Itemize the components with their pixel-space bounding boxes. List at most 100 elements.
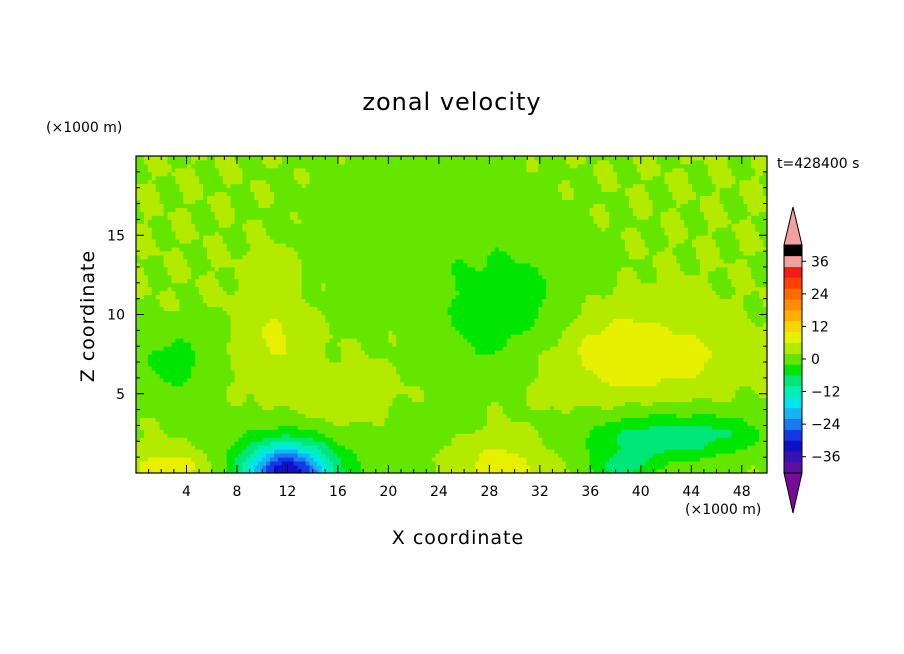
field-cell [203,350,208,355]
field-cell [195,369,200,375]
field-cell [360,354,366,359]
field-cell [364,445,370,450]
field-cell [656,457,661,462]
field-cell [230,366,235,371]
field-cell [459,373,464,379]
field-cell [305,409,310,414]
field-cell [735,453,740,458]
field-cell [632,433,638,438]
field-cell [266,437,271,442]
field-cell [179,441,184,446]
field-cell [226,437,232,442]
field-cell [471,465,476,470]
field-cell [297,453,303,458]
field-cell [692,369,697,375]
field-cell [285,369,291,375]
time-label: t=428400 s [777,156,860,172]
field-cell [727,445,732,450]
field-cell [711,417,717,422]
field-cell [372,373,377,379]
field-cell [222,469,228,474]
field-cell [483,469,488,474]
field-cell [483,358,488,363]
field-cell [380,381,385,387]
field-cell [538,413,543,418]
field-cell [234,373,239,379]
field-cell [321,389,326,395]
field-cell [447,469,452,474]
field-cell [218,433,224,438]
field-cell [735,401,740,407]
field-cell [585,469,590,474]
field-cell [755,389,760,395]
field-cell [222,449,228,454]
field-cell [171,449,176,454]
field-cell [341,429,346,434]
field-cell [203,369,208,375]
field-cell [554,397,559,403]
field-cell [498,469,504,474]
field-cell [538,461,543,466]
field-cell [313,429,318,434]
field-cell [203,453,208,458]
field-cell [147,409,153,414]
field-cell [301,397,306,403]
field-cell [636,413,642,418]
field-cell [333,405,338,410]
field-cell [321,465,326,470]
field-cell [203,441,208,446]
field-cell [502,425,508,430]
field-cell [270,421,275,426]
field-cell [699,401,705,407]
field-cell [589,358,594,363]
field-cell [183,346,188,351]
field-cell [439,417,445,422]
field-cell [719,433,725,438]
field-cell [368,465,374,470]
field-cell [187,469,192,474]
field-cell [242,373,247,379]
field-cell [467,421,472,426]
field-cell [573,393,579,399]
field-cell [297,385,303,391]
field-cell [652,397,657,403]
field-cell [179,381,184,387]
field-cell [727,453,732,458]
field-cell [735,429,740,434]
field-cell [297,417,303,422]
field-cell [250,469,255,474]
field-cell [392,350,397,355]
field-cell [143,354,149,359]
field-cell [565,362,571,367]
field-cell [293,385,299,391]
field-cell [392,354,397,359]
field-cell [281,465,287,470]
field-cell [723,409,728,414]
field-cell [502,457,508,462]
field-cell [427,358,433,363]
field-cell [250,366,255,371]
field-cell [376,401,381,407]
field-cell [577,393,583,399]
field-cell [270,409,275,414]
field-cell [561,369,567,375]
field-cell [546,377,551,383]
field-cell [317,358,322,363]
field-cell [459,369,464,375]
field-cell [301,393,306,399]
field-cell [585,449,590,454]
field-cell [274,350,279,355]
field-cell [333,453,338,458]
field-cell [573,417,579,422]
field-cell [258,441,263,446]
field-cell [274,377,279,383]
field-cell [356,461,362,466]
field-cell [183,381,188,387]
field-cell [364,409,370,414]
field-cell [380,350,385,355]
field-cell [364,381,370,387]
field-cell [550,377,555,383]
field-cell [254,425,259,430]
field-cell [609,377,614,383]
field-cell [467,465,472,470]
